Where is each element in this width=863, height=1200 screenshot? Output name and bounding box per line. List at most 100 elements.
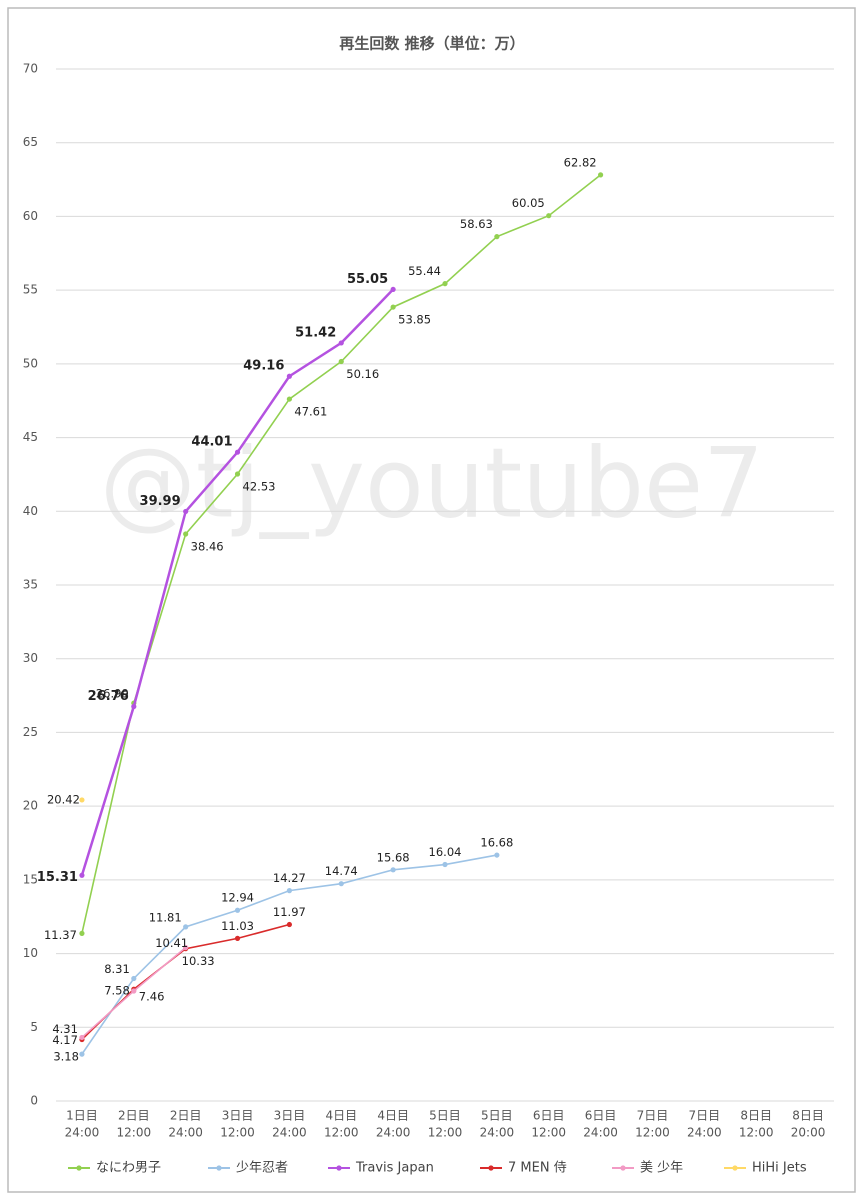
y-tick-label: 65 [23,135,38,149]
x-tick-label: 12:00 [324,1126,359,1140]
x-tick-label: 1日目 [66,1109,98,1123]
data-label: 55.05 [347,272,388,287]
x-tick-label: 3日目 [274,1109,306,1123]
x-tick-label: 2日目 [170,1109,202,1123]
x-tick-label: 6日目 [533,1109,565,1123]
data-label: 7.46 [139,990,165,1004]
y-tick-label: 15 [23,872,38,886]
legend-swatch-dot [76,1165,82,1171]
data-label: 55.44 [408,264,441,278]
legend-swatch-dot [732,1165,738,1171]
x-tick-label: 4日目 [325,1109,357,1123]
data-point [494,234,500,240]
data-point [390,867,396,873]
legend-label: HiHi Jets [752,1161,807,1176]
data-point [338,358,344,365]
data-label: 50.16 [346,367,379,381]
data-point [79,930,85,936]
data-point [546,213,552,219]
data-point [234,935,241,941]
data-label: 10.41 [155,936,188,950]
x-tick-label: 12:00 [739,1126,774,1140]
x-tick-label: 12:00 [428,1126,463,1140]
x-tick-label: 24:00 [583,1126,618,1140]
data-point [338,340,344,346]
data-point [79,797,85,803]
y-tick-label: 30 [23,651,38,665]
data-label: 4.31 [52,1022,78,1036]
data-point [234,907,241,913]
data-point [79,1034,85,1041]
legend-swatch-dot [216,1165,222,1171]
data-point [131,703,137,710]
data-point [131,988,137,994]
y-tick-label: 5 [30,1020,38,1034]
x-tick-label: 24:00 [65,1126,100,1140]
legend-label: なにわ男子 [96,1161,161,1176]
x-tick-label: 3日目 [222,1109,254,1123]
data-label: 10.33 [182,954,215,968]
frame [7,7,856,1193]
data-point [234,471,241,477]
data-label: 4.17 [52,1033,78,1047]
y-tick-label: 55 [23,283,38,297]
data-point [494,852,500,858]
data-label: 47.61 [294,405,327,419]
data-label: 60.05 [512,196,545,210]
x-tick-label: 24:00 [480,1126,515,1140]
x-tick-label: 24:00 [376,1126,411,1140]
y-tick-label: 40 [23,504,38,518]
legend-label: 少年忍者 [236,1161,288,1176]
data-label: 14.27 [273,871,306,885]
x-tick-label: 6日目 [585,1109,617,1123]
y-tick-label: 20 [23,799,38,813]
y-tick-label: 45 [23,430,38,444]
chart-title: 再生回数 推移（単位：万） [339,35,524,53]
data-point [390,286,396,293]
data-label: 49.16 [243,359,284,374]
data-label: 16.04 [429,845,462,859]
x-tick-label: 24:00 [168,1126,203,1140]
data-label: 11.03 [221,919,254,933]
x-tick-label: 12:00 [117,1126,152,1140]
data-label: 38.46 [191,539,224,553]
data-point [183,924,189,930]
data-point [598,172,604,178]
data-point [442,281,448,287]
data-label: 11.37 [44,928,77,942]
x-tick-label: 2日目 [118,1109,150,1123]
data-point [234,449,241,455]
data-label: 15.31 [37,870,78,885]
x-tick-label: 12:00 [220,1126,255,1140]
data-point [183,531,189,537]
x-tick-label: 7日目 [689,1109,721,1123]
legend-swatch-dot [336,1165,342,1171]
x-tick-label: 20:00 [791,1126,826,1140]
y-tick-label: 50 [23,356,38,370]
data-label: 14.74 [325,864,358,878]
data-label: 20.42 [47,792,80,806]
data-point [390,304,396,310]
data-label: 51.42 [295,325,336,340]
data-label: 15.68 [377,850,410,864]
y-tick-label: 0 [30,1094,38,1108]
x-tick-label: 7日目 [637,1109,669,1123]
data-point [286,888,292,894]
data-label: 44.01 [191,435,232,450]
legend-swatch-dot [488,1165,494,1171]
y-tick-label: 10 [23,946,38,960]
x-tick-label: 8日目 [792,1109,824,1123]
data-label: 62.82 [564,155,597,169]
legend-label: 美 少年 [640,1161,683,1176]
data-label: 26.99 [96,687,129,701]
data-label: 7.58 [104,984,130,998]
x-tick-label: 12:00 [635,1126,670,1140]
x-tick-label: 5日目 [481,1109,513,1123]
data-label: 11.97 [273,905,306,919]
data-label: 11.81 [149,910,182,924]
legend-label: 7 MEN 侍 [508,1161,567,1176]
data-label: 58.63 [460,217,493,231]
data-label: 53.85 [398,313,431,327]
data-label: 42.53 [243,479,276,493]
data-point [286,396,292,402]
